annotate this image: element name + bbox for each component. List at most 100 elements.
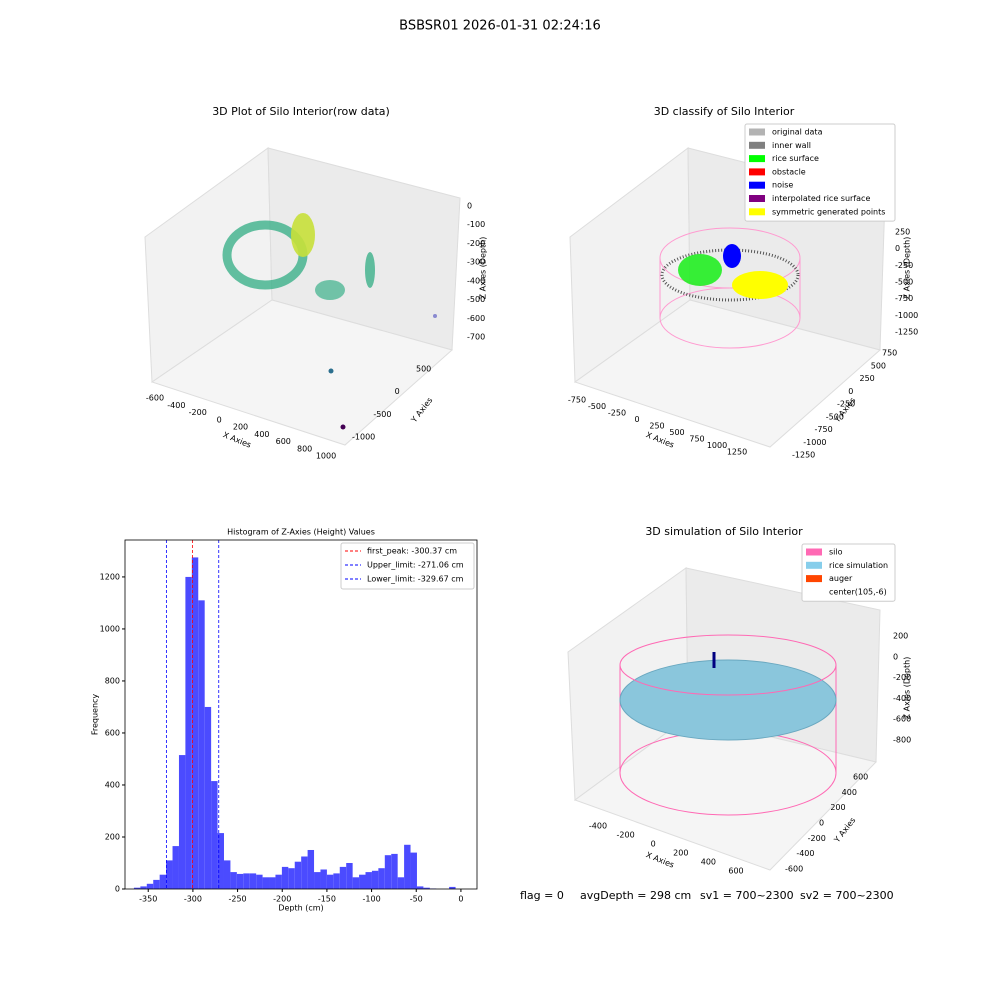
bar — [211, 781, 218, 889]
bar — [416, 886, 424, 889]
bar — [346, 862, 353, 889]
y-tick-label: -500 — [373, 410, 391, 419]
x-tick-label: -600 — [146, 394, 164, 403]
decor-panel-4 — [567, 567, 881, 871]
legend-label: noise — [772, 181, 793, 190]
legend-label: obstacle — [772, 167, 806, 176]
y-tick-label: 400 — [842, 788, 857, 797]
bar — [204, 706, 212, 889]
point-cloud — [291, 213, 315, 257]
z-tick-label: -1000 — [895, 311, 918, 320]
y-tick-label: 250 — [860, 374, 875, 383]
bar — [378, 868, 385, 889]
status-text: flag = 0 — [520, 889, 564, 902]
x-tick-label: 600 — [276, 437, 291, 446]
x-tick-label: -750 — [568, 396, 586, 405]
cluster — [678, 254, 722, 286]
z-tick-label: -500 — [895, 278, 913, 287]
pane — [150, 299, 454, 446]
figure-title: BSBSR01 2026-01-31 02:24:16 — [399, 19, 601, 34]
z-tick-label: -500 — [467, 295, 485, 304]
bar — [236, 873, 244, 889]
x-tick-label: -350 — [139, 895, 157, 904]
bar — [326, 874, 334, 889]
bar — [275, 874, 282, 889]
y-tick-label: 200 — [830, 803, 845, 812]
axis-label: Z Axies (Depth) — [903, 657, 912, 720]
bar — [198, 600, 205, 889]
pane — [573, 716, 877, 871]
silo-wire — [619, 634, 837, 696]
y-tick-label: -1000 — [352, 433, 375, 442]
y-tick-label: 500 — [871, 361, 886, 370]
bar — [449, 886, 456, 889]
y-tick-label: -600 — [785, 865, 803, 874]
bar — [172, 846, 179, 889]
wall — [660, 248, 800, 302]
legend-label: silo — [829, 548, 843, 557]
legend-box — [340, 542, 475, 590]
x-tick-label: -400 — [589, 822, 607, 831]
z-tick-label: -1250 — [895, 328, 918, 337]
bar — [352, 877, 360, 889]
status-text: sv1 = 700~2300 — [700, 889, 794, 902]
x-tick-label: 250 — [649, 422, 664, 431]
bar — [423, 887, 430, 889]
bar — [301, 856, 308, 889]
legend-swatch — [749, 168, 765, 176]
legend-swatch — [749, 128, 765, 136]
y-tick-label: 800 — [105, 676, 120, 685]
plot-frame — [124, 539, 478, 890]
y-tick-label: 0 — [395, 387, 400, 396]
x-tick-label: 400 — [254, 430, 269, 439]
legend-label: Lower_limit: -329.67 cm — [367, 575, 464, 584]
x-tick-label: 200 — [673, 849, 688, 858]
x-tick-label: 0 — [634, 415, 639, 424]
z-tick-label: -250 — [895, 261, 913, 270]
legend-label: symmetric generated points — [772, 207, 885, 216]
y-tick-label: -250 — [837, 400, 855, 409]
legend-box — [801, 543, 896, 602]
chart-title: 3D simulation of Silo Interior — [645, 525, 803, 538]
bar — [249, 873, 257, 889]
x-tick-label: -100 — [363, 895, 381, 904]
legend-label: rice simulation — [829, 561, 888, 570]
bar — [178, 755, 186, 889]
z-tick-label: 250 — [895, 228, 910, 237]
legend-swatch — [806, 561, 822, 569]
bar — [146, 883, 154, 889]
decor-panel-1 — [144, 147, 461, 446]
x-tick-label: -300 — [184, 895, 202, 904]
legend-swatch — [749, 195, 765, 202]
point-cloud — [365, 252, 375, 288]
x-tick-label: 1250 — [727, 448, 747, 457]
bar — [320, 869, 327, 889]
bar — [217, 833, 224, 889]
y-tick-label: -400 — [796, 849, 814, 858]
z-tick-label: -200 — [467, 239, 485, 248]
y-tick-label: 0 — [848, 387, 853, 396]
x-tick-label: 800 — [297, 444, 312, 453]
legend-swatch — [749, 181, 765, 189]
z-tick-label: -600 — [467, 314, 485, 323]
x-tick-label: 750 — [689, 435, 704, 444]
point-cloud — [315, 280, 345, 300]
axis-label: Z Axies (Depth) — [903, 237, 912, 300]
bar — [281, 866, 289, 889]
legend-box — [744, 123, 896, 222]
bar — [288, 868, 295, 889]
legend-swatch — [806, 548, 822, 556]
bar — [410, 852, 417, 889]
z-tick-label: -600 — [893, 715, 911, 724]
z-tick-label: 200 — [893, 632, 908, 641]
status-text: sv2 = 700~2300 — [800, 889, 894, 902]
bar — [333, 873, 340, 889]
bar — [269, 877, 276, 889]
point — [433, 314, 437, 318]
x-tick-label: -250 — [608, 409, 626, 418]
y-tick-label: -1250 — [792, 451, 815, 460]
y-tick-label: 750 — [882, 349, 897, 358]
y-tick-label: 0 — [115, 885, 120, 894]
point — [340, 424, 346, 430]
